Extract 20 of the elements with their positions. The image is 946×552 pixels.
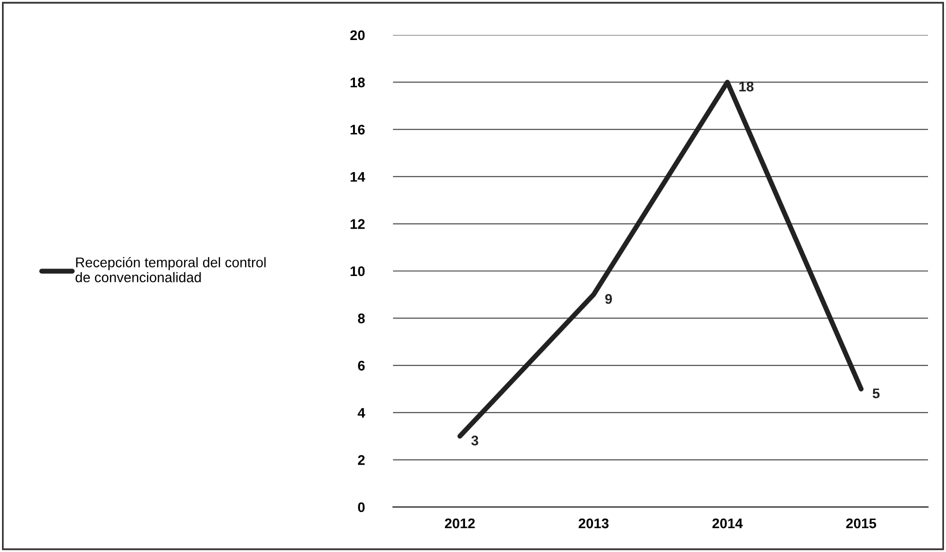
y-tick-label: 2	[358, 455, 365, 465]
x-tick-label: 2015	[846, 518, 876, 528]
data-label: 5	[872, 388, 880, 398]
data-label: 3	[471, 436, 478, 446]
y-tick-label: 8	[358, 314, 365, 324]
data-label: 18	[739, 82, 754, 92]
y-tick-label: 4	[358, 408, 366, 418]
y-tick-label: 14	[350, 172, 366, 182]
y-tick-label: 18	[350, 78, 365, 88]
y-tick-label: 12	[350, 219, 365, 229]
x-tick-label: 2012	[444, 518, 475, 528]
y-tick-label: 20	[350, 30, 365, 40]
data-label: 9	[605, 294, 612, 304]
x-tick-label: 2013	[578, 518, 609, 528]
y-tick-label: 10	[350, 266, 365, 276]
y-tick-label: 0	[358, 502, 365, 512]
y-tick-label: 16	[350, 124, 365, 135]
legend-label: Recepción temporal del control de convencionalidad	[76, 256, 266, 282]
x-tick-label: 2014	[712, 518, 743, 528]
y-tick-label: 6	[358, 360, 365, 371]
